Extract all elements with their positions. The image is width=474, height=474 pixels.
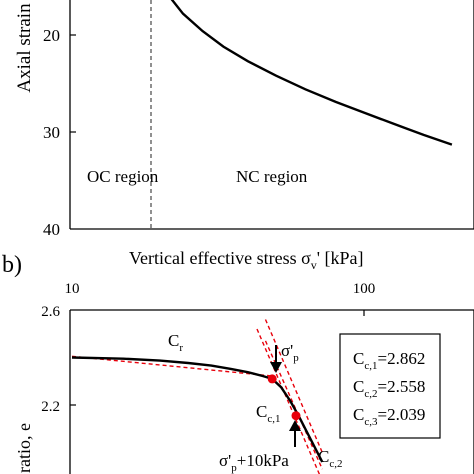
cr-label: Cr (168, 331, 183, 354)
cc2-value: Cc,2=2.558 (353, 377, 425, 400)
panel-a-nc-region-label: NC region (236, 167, 308, 186)
panel-a-ytick-label: 40 (43, 220, 60, 239)
compression-index-box: Cc,1=2.862 Cc,2=2.558 Cc,3=2.039 (339, 333, 441, 439)
panel-a-xlabel: Vertical effective stress σv' [kPa] (129, 248, 364, 272)
panel-b-ytick-label: 2.2 (41, 399, 60, 415)
panel-a-ylabel: Axial strain (14, 3, 35, 93)
cc2-label: Cc,2 (318, 447, 342, 470)
fit-line-cr (71, 355, 273, 377)
panel-b-ylabel: ratio, e (14, 423, 34, 473)
sigma-p10-label: σ'p+10kPa (219, 451, 289, 474)
panel-a: Axial strain 20 30 40 OC region NC regio… (14, 0, 474, 272)
panel-b-label: b) (2, 252, 22, 278)
fit-line-cc2 (264, 319, 323, 453)
panel-a-ytick-label: 30 (43, 123, 60, 142)
cc1-label: Cc,1 (256, 402, 280, 425)
panel-a-ytick-label: 20 (43, 26, 60, 45)
panel-b-key-points (267, 374, 301, 421)
preconsolidation-plus-10kpa-point (291, 411, 301, 421)
panel-b-xtick-label: 10 (65, 281, 80, 297)
panel-b-xtick-label: 100 (353, 281, 376, 297)
sigma-p-label: σ'p (281, 341, 299, 364)
cc3-value: Cc,3=2.039 (353, 405, 425, 428)
sigma-p10-arrow (289, 420, 301, 447)
panel-a-strain-curve (170, 0, 453, 146)
preconsolidation-point (267, 374, 277, 384)
panel-b: b) 10 100 2.6 2.2 ratio, e Cr σ'p (2, 252, 474, 474)
panel-b-void-ratio-curve (71, 356, 324, 463)
panel-b-ytick-label: 2.6 (41, 304, 60, 320)
panel-a-oc-region-label: OC region (87, 167, 159, 186)
sigma-p-arrow (270, 345, 282, 373)
cc1-value: Cc,1=2.862 (353, 349, 425, 372)
